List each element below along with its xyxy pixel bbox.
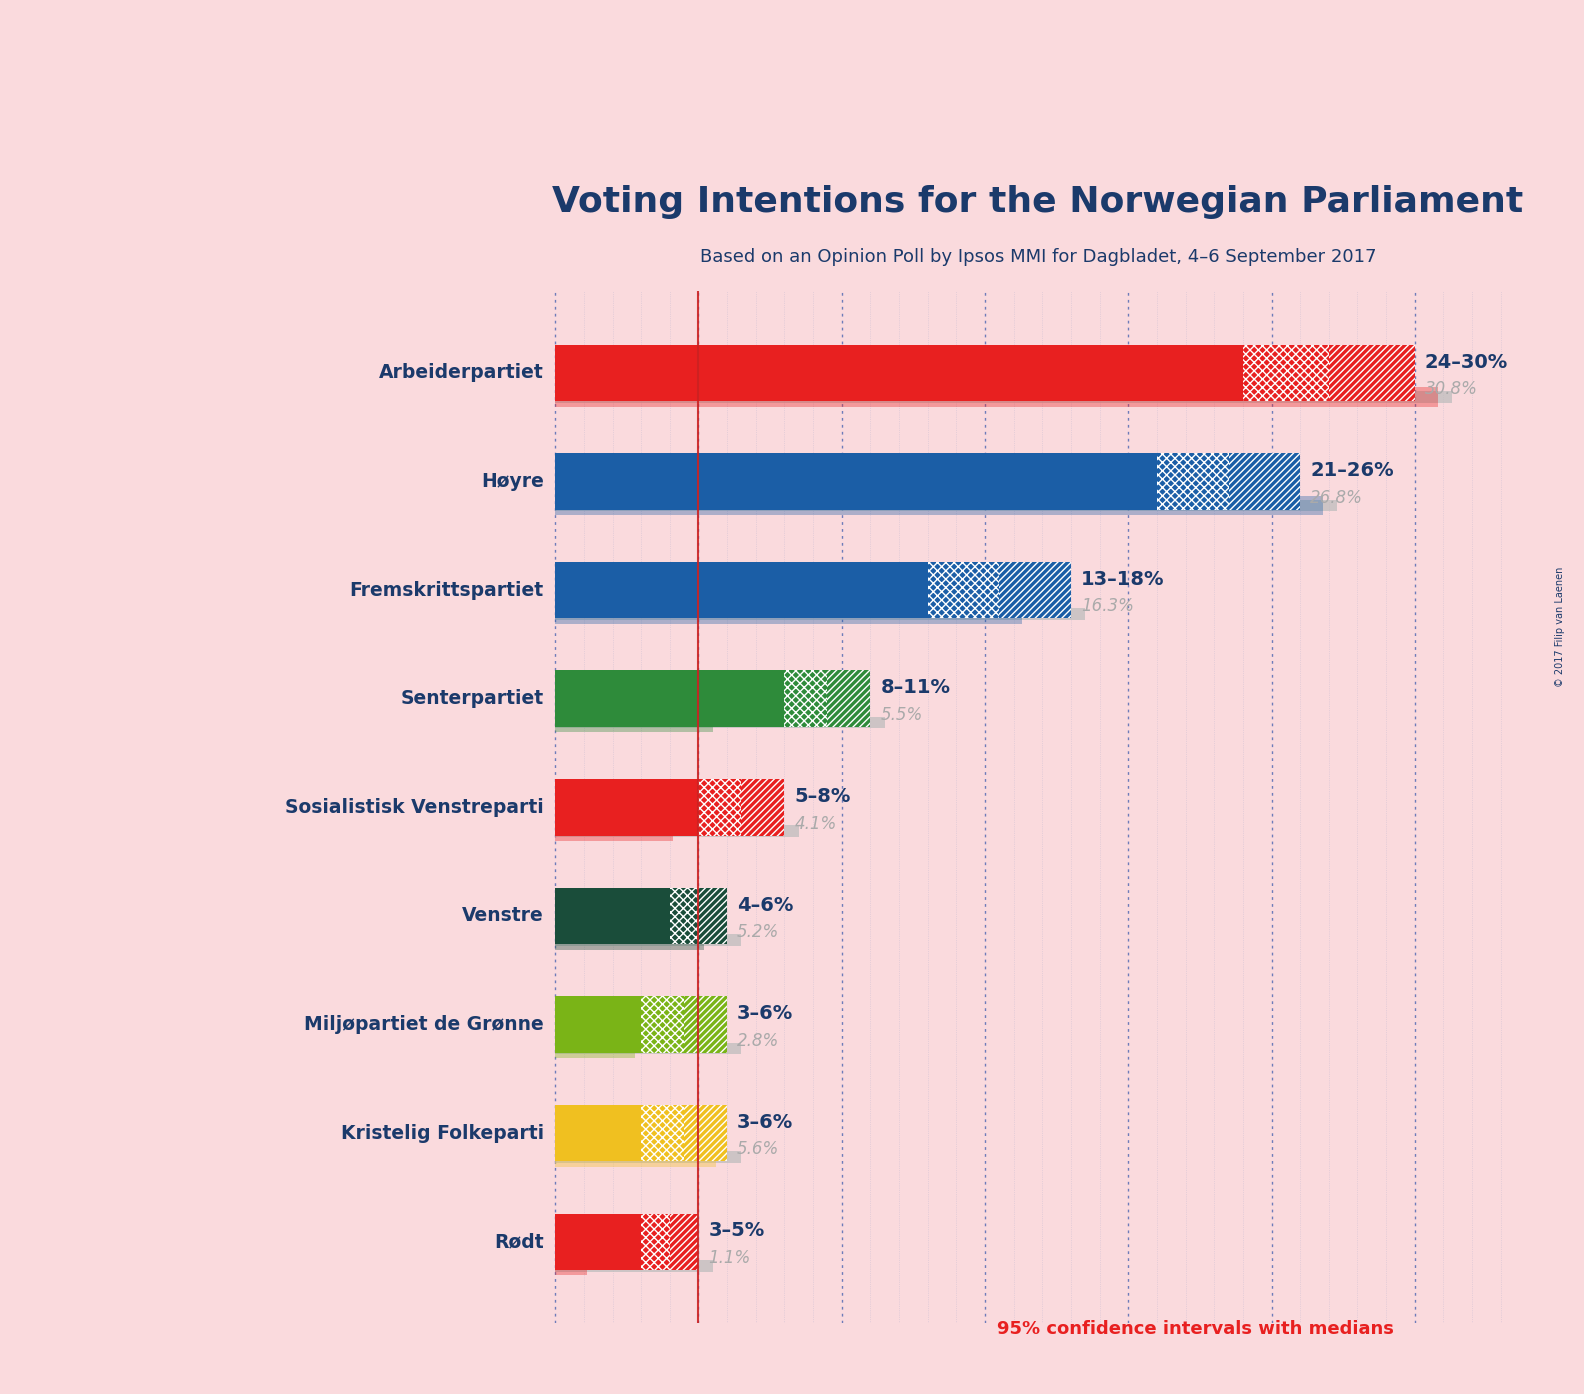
Text: Kristelig Folkeparti: Kristelig Folkeparti <box>341 1124 543 1143</box>
Bar <box>556 1151 741 1163</box>
Bar <box>642 997 684 1052</box>
Bar <box>556 779 699 835</box>
Bar <box>1156 453 1229 510</box>
Bar <box>928 562 1000 619</box>
Bar <box>556 390 1453 403</box>
Bar <box>556 1043 741 1054</box>
Text: Høyre: Høyre <box>482 473 543 491</box>
Text: Based on an Opinion Poll by Ipsos MMI for Dagbladet, 4–6 September 2017: Based on an Opinion Poll by Ipsos MMI fo… <box>700 248 1376 266</box>
Bar <box>670 1214 699 1270</box>
Bar <box>827 671 870 726</box>
Bar <box>699 888 727 944</box>
Text: 3–5%: 3–5% <box>708 1221 765 1241</box>
Bar <box>556 888 670 944</box>
Bar <box>556 821 673 841</box>
Bar <box>556 496 1323 516</box>
Bar <box>556 1260 713 1271</box>
Bar <box>556 930 705 949</box>
Bar <box>1329 344 1415 401</box>
Text: Fremskrittspartiet: Fremskrittspartiet <box>350 581 543 599</box>
Bar <box>556 604 1022 623</box>
Bar <box>556 453 1156 510</box>
Bar <box>556 499 1337 512</box>
Text: Sosialistisk Venstreparti: Sosialistisk Venstreparti <box>285 797 543 817</box>
Text: 5.6%: 5.6% <box>737 1140 779 1158</box>
Bar <box>556 562 928 619</box>
Bar <box>1000 562 1071 619</box>
Bar <box>684 997 727 1052</box>
Bar <box>556 608 1085 620</box>
Bar <box>642 1214 670 1270</box>
Bar <box>556 1147 716 1167</box>
Bar <box>642 1105 684 1161</box>
Text: © 2017 Filip van Laenen: © 2017 Filip van Laenen <box>1555 567 1565 687</box>
Bar <box>556 712 713 732</box>
Bar <box>556 1214 642 1270</box>
Bar <box>684 1105 727 1161</box>
Text: 13–18%: 13–18% <box>1080 570 1164 588</box>
Bar <box>556 717 885 729</box>
Bar <box>556 825 798 836</box>
Text: 16.3%: 16.3% <box>1080 598 1134 615</box>
Text: 30.8%: 30.8% <box>1426 381 1478 399</box>
Text: Arbeiderpartiet: Arbeiderpartiet <box>379 364 543 382</box>
Bar <box>556 344 1243 401</box>
Bar <box>670 888 699 944</box>
Bar <box>699 779 741 835</box>
Bar <box>556 1256 586 1276</box>
Text: Rødt: Rødt <box>494 1232 543 1252</box>
Text: Voting Intentions for the Norwegian Parliament: Voting Intentions for the Norwegian Parl… <box>553 185 1524 219</box>
Text: 5.2%: 5.2% <box>737 923 779 941</box>
Bar <box>556 1039 635 1058</box>
Text: 26.8%: 26.8% <box>1310 489 1364 507</box>
Text: 2.8%: 2.8% <box>737 1032 779 1050</box>
Text: 5.5%: 5.5% <box>881 705 922 723</box>
Text: 95% confidence intervals with medians: 95% confidence intervals with medians <box>996 1320 1394 1338</box>
Bar <box>741 779 784 835</box>
Text: 5–8%: 5–8% <box>795 788 851 806</box>
Text: 8–11%: 8–11% <box>881 679 950 697</box>
Text: Senterpartiet: Senterpartiet <box>401 689 543 708</box>
Text: 4–6%: 4–6% <box>737 895 794 914</box>
Bar <box>1243 344 1329 401</box>
Bar <box>556 934 741 945</box>
Bar <box>556 997 642 1052</box>
Text: 24–30%: 24–30% <box>1426 353 1508 372</box>
Text: 3–6%: 3–6% <box>737 1112 794 1132</box>
Bar <box>556 671 784 726</box>
Bar <box>1229 453 1300 510</box>
Text: Miljøpartiet de Grønne: Miljøpartiet de Grønne <box>304 1015 543 1034</box>
Text: 1.1%: 1.1% <box>708 1249 751 1267</box>
Text: 21–26%: 21–26% <box>1310 461 1394 480</box>
Bar <box>556 388 1438 407</box>
Text: Venstre: Venstre <box>463 906 543 926</box>
Bar <box>784 671 827 726</box>
Text: 4.1%: 4.1% <box>795 814 836 832</box>
Text: 3–6%: 3–6% <box>737 1004 794 1023</box>
Bar <box>556 1105 642 1161</box>
